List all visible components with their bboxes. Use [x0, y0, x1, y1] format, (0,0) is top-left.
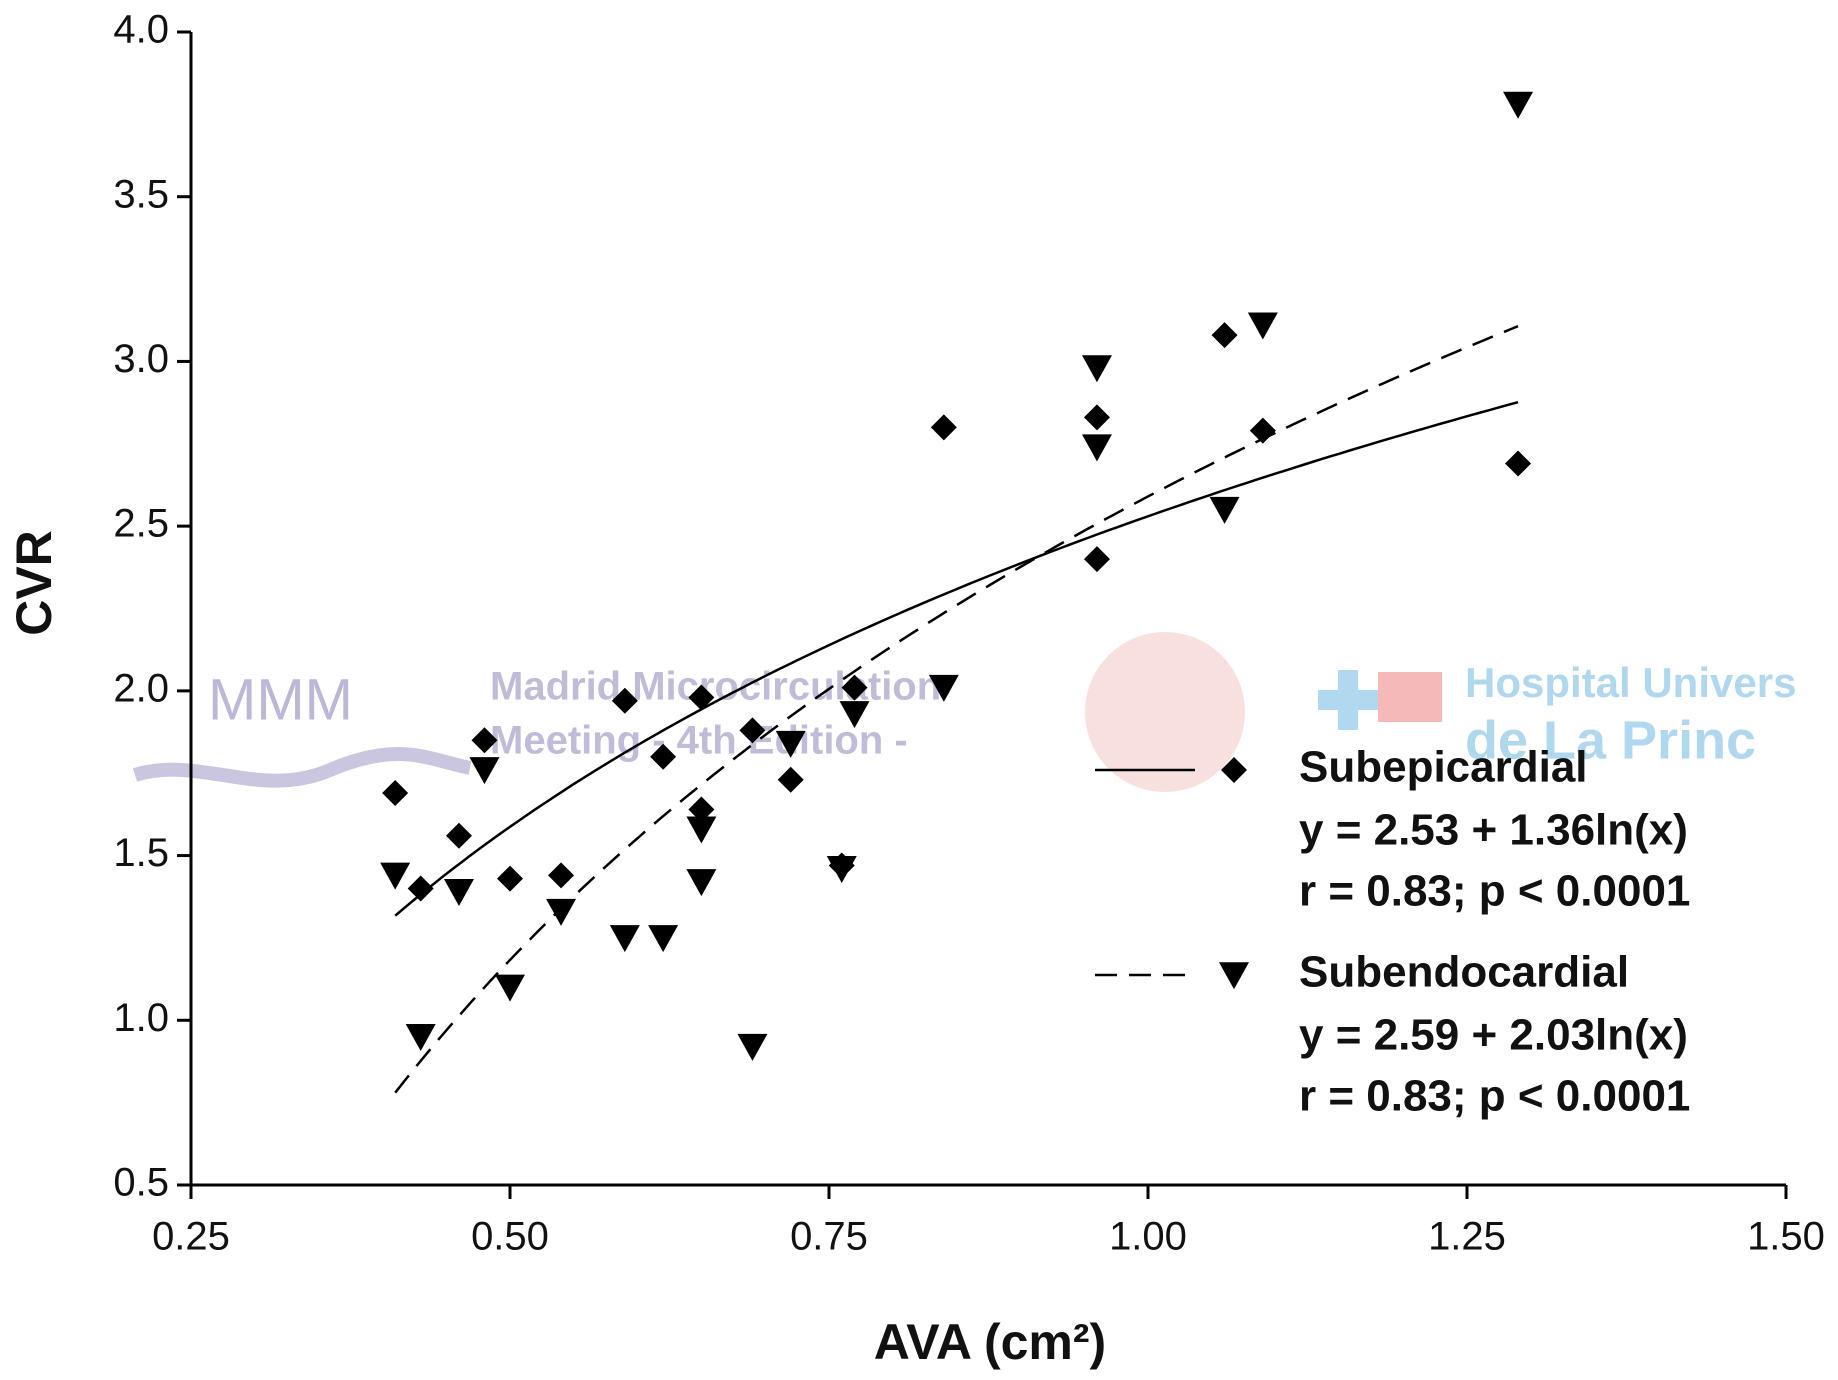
data-point: [1209, 496, 1240, 524]
data-point: [1081, 355, 1112, 383]
data-point: [775, 730, 806, 758]
x-tick-label: 0.25: [152, 1215, 230, 1259]
y-tick-label: 1.0: [113, 996, 169, 1040]
watermark-logo: [1378, 672, 1442, 722]
data-point: [739, 717, 766, 744]
data-point: [648, 925, 679, 953]
y-tick-label: 0.5: [113, 1161, 169, 1205]
legend-marker: [1219, 962, 1249, 990]
data-point: [1211, 322, 1238, 349]
x-axis-title: AVA (cm²): [874, 1314, 1106, 1370]
watermark-text: Hospital Univers: [1465, 659, 1796, 706]
watermark-text: MMM: [208, 667, 353, 732]
data-point: [469, 757, 500, 785]
data-point: [686, 869, 717, 897]
data-point: [1503, 91, 1534, 119]
data-point: [1083, 546, 1110, 573]
legend-equation: y = 2.53 + 1.36ln(x): [1299, 806, 1688, 855]
y-tick-label: 4.0: [113, 8, 169, 52]
legend-marker: [1221, 757, 1247, 783]
data-point: [826, 855, 857, 883]
data-point: [688, 684, 715, 711]
legend-stats: r = 0.83; p < 0.0001: [1299, 867, 1690, 916]
data-point: [405, 1024, 436, 1052]
watermark-text: de La Princ: [1465, 710, 1756, 770]
x-tick-label: 0.50: [471, 1215, 549, 1259]
data-point: [839, 701, 870, 729]
data-point: [737, 1033, 768, 1061]
data-point: [686, 816, 717, 844]
data-point: [407, 875, 434, 902]
y-tick-label: 3.5: [113, 172, 169, 216]
data-point: [546, 898, 577, 926]
data-point: [443, 879, 474, 907]
data-point: [548, 862, 575, 889]
data-point: [609, 925, 640, 953]
y-tick-label: 3.0: [113, 337, 169, 381]
legend-label: Subendocardial: [1299, 948, 1629, 997]
data-point: [497, 865, 523, 892]
data-point: [380, 862, 411, 890]
watermark-logo: [1318, 670, 1378, 730]
data-point: [471, 727, 498, 754]
data-point: [1083, 404, 1110, 431]
data-point: [1247, 312, 1278, 340]
data-point: [1081, 434, 1112, 462]
data-point: [650, 743, 677, 770]
data-point: [1505, 450, 1532, 477]
data-point: [445, 822, 472, 849]
data-point: [688, 796, 715, 823]
watermark: MMM Madrid Microcirculation Meeting - 4t…: [132, 632, 1796, 792]
data-point: [841, 674, 868, 701]
watermark-text: Meeting - 4th Edition -: [490, 719, 908, 763]
x-tick-label: 1.00: [1109, 1215, 1187, 1259]
watermark-logo: [1085, 632, 1245, 792]
legend-equation: y = 2.59 + 2.03ln(x): [1299, 1011, 1688, 1060]
data-point: [930, 414, 957, 441]
y-tick-label: 2.5: [113, 502, 169, 546]
data-point: [382, 779, 409, 806]
data-point: [611, 687, 638, 714]
x-tick-label: 1.25: [1428, 1215, 1506, 1259]
y-tick-label: 1.5: [113, 831, 169, 875]
x-tick-label: 1.50: [1747, 1215, 1825, 1259]
y-tick-label: 2.0: [113, 666, 169, 710]
x-tick-label: 0.75: [790, 1215, 868, 1259]
legend-stats: r = 0.83; p < 0.0001: [1299, 1072, 1690, 1121]
data-point: [495, 974, 525, 1002]
data-point: [928, 674, 959, 702]
y-axis-title: CVR: [6, 530, 62, 636]
legend-label: Subepicardial: [1299, 743, 1588, 792]
data-point: [777, 766, 804, 793]
fit-curve: [394, 325, 1519, 1094]
fit-curve: [394, 400, 1519, 917]
